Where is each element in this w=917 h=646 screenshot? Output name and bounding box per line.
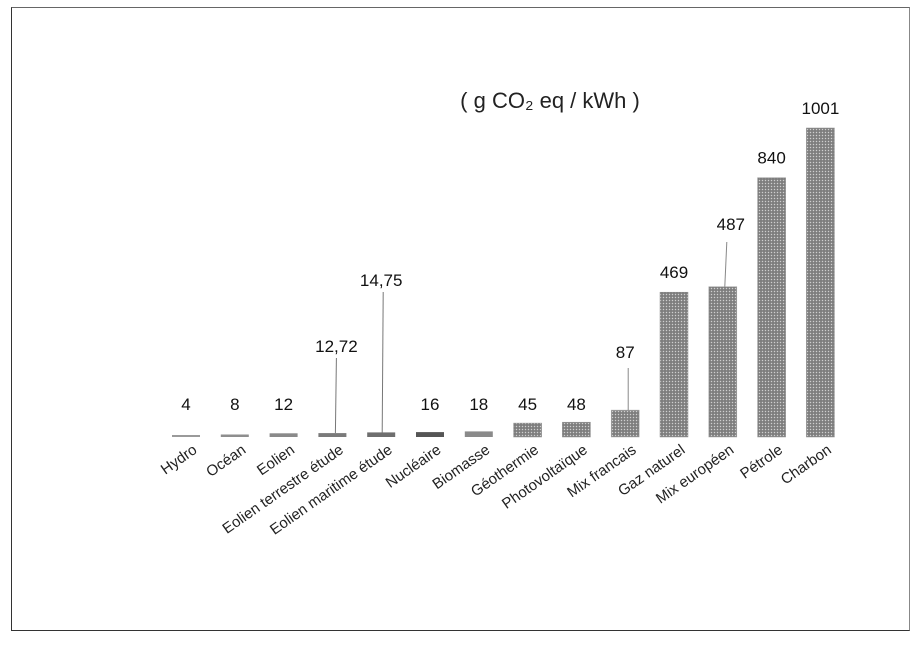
leader-line-3: [334, 357, 337, 434]
value-label-10: 469: [660, 263, 688, 282]
bar-3: [318, 433, 347, 437]
value-label-11: 487: [717, 215, 745, 234]
bar-6: [464, 431, 493, 437]
leader-line-4: [381, 291, 384, 433]
category-label-8: Photovoltaïque: [499, 441, 591, 512]
bar-1: [220, 434, 249, 437]
value-label-3: 12,72: [315, 337, 358, 356]
bar-5: [416, 432, 444, 437]
value-label-4: 14,75: [360, 271, 403, 290]
chart-frame: [11, 7, 910, 631]
value-label-8: 48: [567, 395, 586, 414]
category-label-0: Hydro: [158, 441, 201, 478]
bar-9: [610, 409, 640, 438]
bar-7: [513, 422, 542, 438]
bar-11: [708, 286, 738, 438]
bars-group: [172, 127, 835, 438]
bar-4: [367, 432, 396, 437]
chart-title: ( g CO₂ eq / kWh ): [460, 88, 640, 113]
value-label-5: 16: [421, 395, 440, 414]
category-label-1: Océan: [203, 441, 249, 480]
bar-10: [659, 291, 689, 438]
category-label-13: Charbon: [778, 441, 835, 488]
bar-0: [172, 435, 200, 437]
value-label-7: 45: [518, 395, 537, 414]
bar-2: [269, 433, 298, 437]
bar-13: [806, 127, 835, 438]
bar-8: [562, 421, 591, 438]
value-label-2: 12: [274, 395, 293, 414]
value-label-13: 1001: [801, 99, 839, 118]
bar-12: [757, 177, 786, 438]
value-label-1: 8: [230, 395, 239, 414]
value-label-6: 18: [469, 395, 488, 414]
value-label-12: 840: [757, 149, 785, 168]
leader-line-11: [724, 241, 728, 287]
value-label-9: 87: [616, 343, 635, 362]
value-label-0: 4: [181, 395, 190, 414]
